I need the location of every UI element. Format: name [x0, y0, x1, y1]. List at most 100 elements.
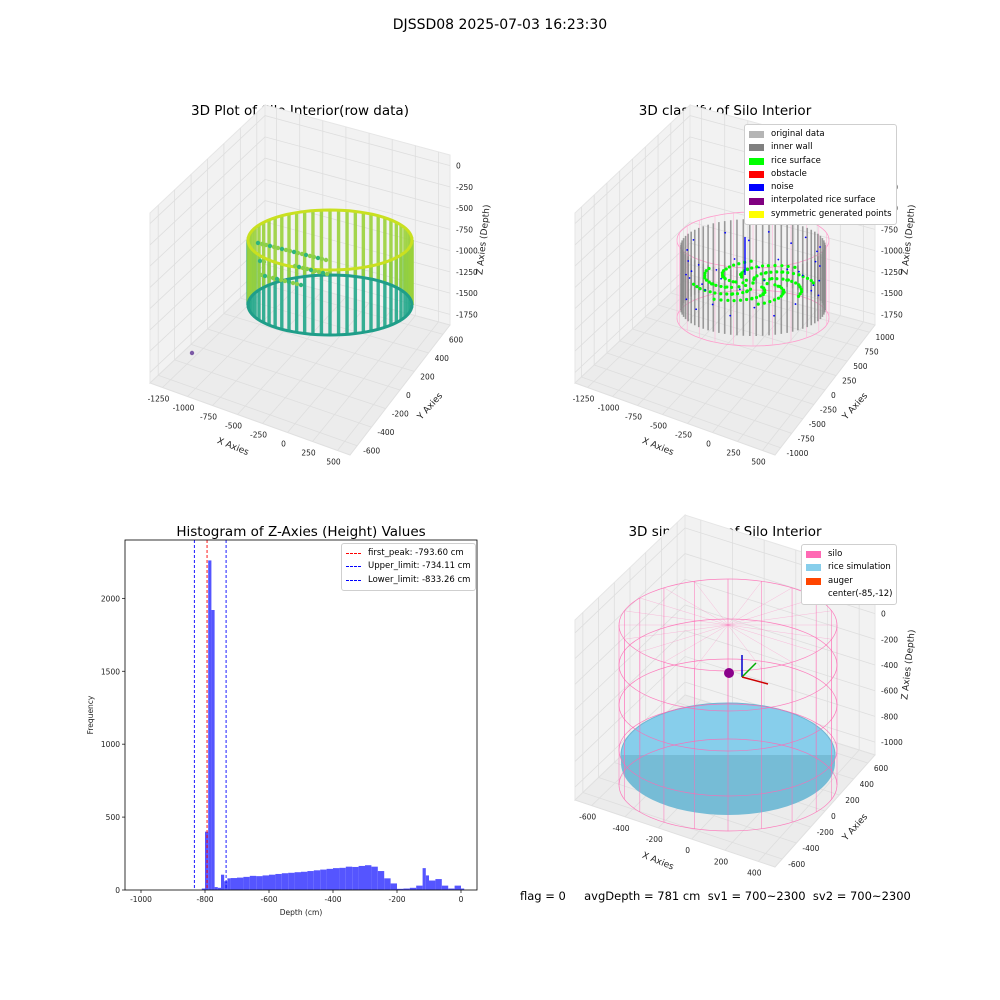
- noise-point: [801, 274, 804, 277]
- rice-surface-point: [751, 281, 755, 285]
- z-tick-label: -1250: [881, 268, 903, 277]
- floor-pane: [574, 274, 876, 456]
- rice-surface-point: [776, 296, 781, 300]
- legend-swatch: [806, 591, 821, 599]
- x-tick-label: -600: [260, 895, 277, 904]
- grid-z: [574, 604, 876, 711]
- surface-point: [303, 252, 309, 258]
- figure-title: DJSSD08 2025-07-03 16:23:30: [392, 17, 608, 33]
- x-tick-label: -500: [225, 422, 242, 431]
- noise-point: [753, 306, 756, 309]
- noise-point: [817, 294, 820, 297]
- histogram-bar: [208, 560, 212, 890]
- noise-point: [804, 236, 807, 239]
- rice-surface-point: [794, 281, 798, 285]
- legend-swatch: [749, 157, 764, 165]
- noise-point: [711, 303, 714, 306]
- z-tick-label: 0: [881, 610, 886, 619]
- noise-point: [697, 263, 700, 266]
- rice-surface-point: [776, 284, 780, 288]
- x-tick-label: -1250: [148, 395, 170, 404]
- noise-point: [818, 265, 821, 267]
- z-axis-label: Z Axies (Depth): [475, 204, 492, 275]
- histogram-bar: [288, 872, 295, 890]
- legend-entry: auger: [806, 575, 892, 588]
- histogram-bar: [384, 878, 391, 890]
- noise-point: [701, 283, 703, 286]
- histogram-bar: [320, 869, 327, 890]
- surface-point: [275, 245, 281, 251]
- y-tick-label: 2000: [101, 594, 120, 603]
- grid-y: [683, 280, 870, 333]
- grid-y: [594, 364, 792, 434]
- surface-point: [286, 279, 292, 285]
- legend-label: inner wall: [771, 142, 813, 153]
- legend-label: obstacle: [771, 168, 807, 179]
- rice-surface-point: [739, 273, 744, 277]
- rice-surface-point: [811, 281, 815, 285]
- simulation-legend: silo rice simulation auger center(-85,-12): [801, 544, 898, 606]
- surface-point: [311, 254, 317, 260]
- z-tick-label: -1000: [881, 247, 903, 256]
- legend-entry: noise: [749, 181, 892, 194]
- rice-surface-point: [756, 302, 760, 306]
- noise-point: [733, 258, 736, 260]
- rice-surface-point: [707, 266, 711, 271]
- legend-entry: center(-85,-12): [806, 588, 892, 601]
- rice-surface-point: [744, 297, 749, 302]
- legend-label: silo: [828, 549, 843, 559]
- silo-roof-spoke: [727, 624, 762, 669]
- z-tick-label: -200: [881, 635, 898, 644]
- histogram-bar: [211, 610, 215, 890]
- rice-surface-point: [786, 271, 790, 275]
- surface-point: [274, 276, 280, 282]
- legend-entry: interpolated rice surface: [749, 194, 892, 207]
- legend-entry: Lower_limit: -833.26 cm: [346, 574, 471, 587]
- histogram-frame: [124, 539, 478, 891]
- rice-surface-point: [741, 290, 745, 295]
- x-tick-label: -250: [675, 431, 692, 440]
- rice-surface-point: [793, 265, 797, 269]
- histogram-bar: [201, 888, 205, 890]
- histogram-bar: [454, 885, 461, 890]
- y-tick-label: 1500: [101, 667, 120, 676]
- surface-point: [263, 242, 269, 248]
- rice-surface-point: [744, 278, 748, 282]
- legend-label: Lower_limit: -833.26 cm: [368, 574, 471, 585]
- legend-entry: obstacle: [749, 168, 892, 181]
- noise-point: [786, 268, 789, 271]
- silo-roof-spoke: [727, 624, 832, 640]
- surface-point: [300, 265, 306, 271]
- silo-roof-spoke: [727, 624, 817, 653]
- auger-marker: [724, 668, 734, 678]
- noise-point: [724, 231, 727, 234]
- rice-surface-point: [722, 275, 726, 279]
- noise-point: [695, 308, 698, 311]
- rice-surface-point: [758, 294, 762, 298]
- histogram-bar: [403, 888, 410, 890]
- rice-surface-point: [750, 266, 754, 270]
- y-tick-label: 1000: [101, 740, 120, 749]
- surface-point: [315, 255, 321, 261]
- histogram-bar: [339, 867, 346, 890]
- grid-z: [574, 242, 876, 352]
- grid-z: [574, 221, 876, 331]
- legend-swatch: [346, 579, 361, 581]
- noise-point: [729, 314, 732, 317]
- legend-entry: rice surface: [749, 155, 892, 168]
- noise-point: [685, 298, 688, 301]
- axis-x-arrow: [741, 676, 769, 685]
- y-axis-label: Y Axies: [840, 812, 870, 844]
- legend-label: rice simulation: [828, 562, 891, 573]
- rice-surface-point: [738, 298, 743, 302]
- rice-surface-point: [703, 271, 707, 275]
- rice-surface-point: [698, 287, 702, 291]
- rice-surface-point: [737, 285, 741, 289]
- histogram-bar: [230, 878, 237, 890]
- noise-point: [748, 239, 750, 242]
- noise-point: [794, 303, 797, 305]
- y-tick-label: -1000: [787, 449, 809, 458]
- histogram-title: Histogram of Z-Axies (Height) Values: [176, 524, 426, 540]
- grid-z: [574, 655, 876, 762]
- histogram-bar: [441, 885, 449, 890]
